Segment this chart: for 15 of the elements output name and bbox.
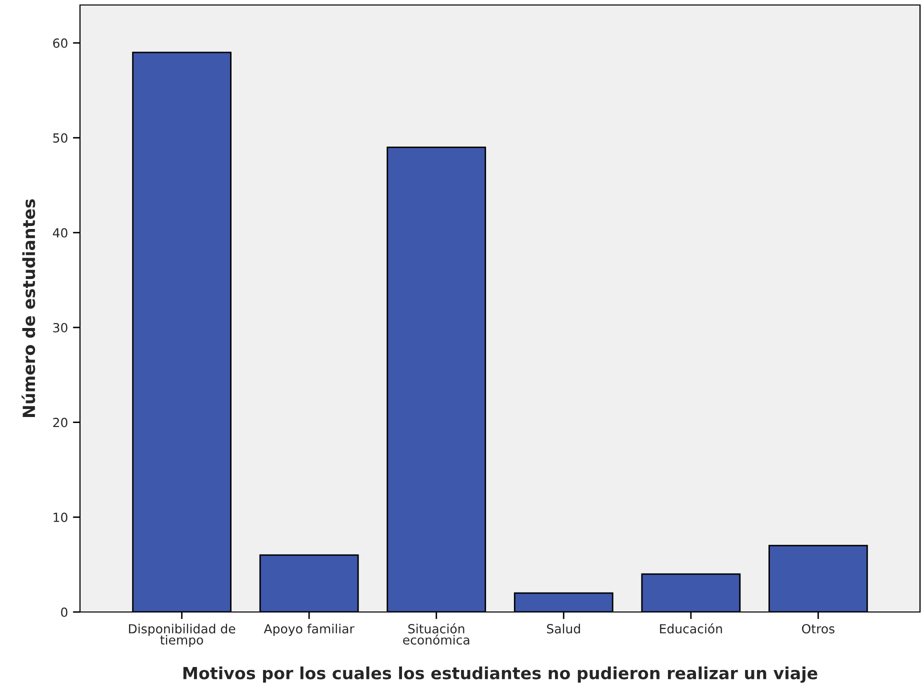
y-tick-label: 20 (53, 418, 68, 428)
y-tick-label: 50 (53, 133, 68, 143)
x-tick-label: Salud (547, 624, 580, 634)
y-tick-label: 40 (52, 228, 68, 238)
y-tick-label: 10 (54, 512, 68, 522)
y-tick-label: 30 (53, 322, 68, 332)
x-tick-label: Disponibilidad de tiempo (129, 624, 236, 648)
y-axis-title: Número de estudiantes (22, 199, 36, 417)
x-tick-label: Situación económica (403, 623, 470, 645)
x-tick-label: Apoyo familiar (264, 624, 354, 636)
x-axis-title: Motivos por los cuales los estudiantes no pudieron realizar un viaje (183, 666, 818, 683)
x-tick-label: Otros (802, 624, 834, 634)
x-tick-label: Educación (660, 623, 722, 634)
y-tick-label: 0 (61, 607, 68, 617)
y-tick-label: 60 (53, 38, 68, 48)
